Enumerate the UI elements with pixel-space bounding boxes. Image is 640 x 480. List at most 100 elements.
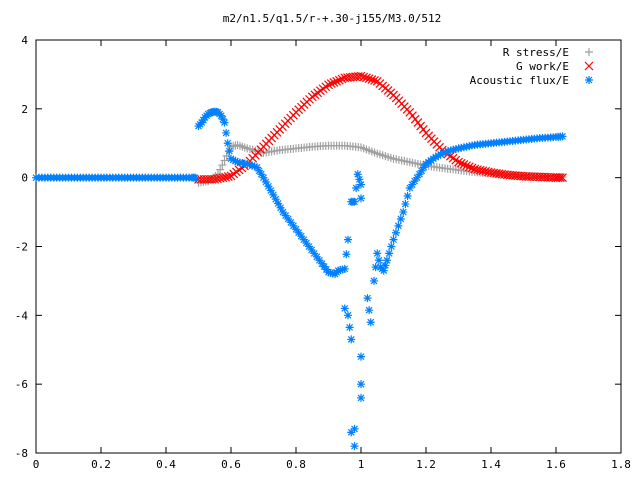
data-point	[243, 159, 252, 168]
data-point	[553, 173, 563, 183]
x-tick-label: 1.4	[481, 458, 501, 471]
data-point	[326, 79, 336, 89]
data-point	[357, 352, 365, 361]
data-point	[357, 380, 365, 389]
data-point	[434, 151, 443, 160]
data-point	[231, 157, 240, 166]
data-point	[197, 118, 206, 127]
data-point	[394, 221, 403, 230]
data-point	[363, 294, 372, 303]
data-point	[255, 166, 264, 175]
data-point	[245, 160, 254, 169]
data-point	[391, 228, 400, 237]
data-point	[367, 75, 377, 85]
data-point	[408, 180, 417, 189]
data-point	[312, 252, 321, 261]
data-point	[347, 335, 356, 344]
data-point	[401, 200, 410, 209]
data-point	[223, 172, 233, 181]
x-tick-label: 1.2	[416, 458, 436, 471]
data-point	[274, 199, 283, 208]
data-point	[365, 306, 374, 315]
x-tick-label: 1.6	[546, 458, 566, 471]
legend-label: G work/E	[516, 60, 569, 73]
data-point	[307, 245, 316, 254]
data-point	[431, 153, 440, 162]
data-point	[383, 256, 391, 265]
data-point	[350, 442, 359, 451]
data-point	[337, 74, 347, 84]
data-point	[269, 190, 278, 199]
data-point	[473, 165, 482, 175]
data-point	[449, 145, 458, 154]
data-point	[279, 208, 287, 217]
y-tick-label: -8	[15, 447, 28, 460]
y-tick-label: 0	[21, 172, 28, 185]
data-point	[403, 192, 412, 201]
data-point	[199, 116, 208, 125]
data-point	[286, 218, 295, 227]
axis-ticks: 0 0.2 0.4 0.6 0.8 1 1.2 1.4 1.6 1.8 4 2 0 -2 -4 -6 -8	[15, 34, 631, 471]
y-tick-label: 2	[21, 103, 28, 116]
data-point	[350, 424, 359, 433]
data-point	[220, 156, 229, 165]
data-point	[281, 211, 290, 220]
data-point	[456, 158, 466, 168]
data-point	[374, 256, 383, 265]
plot-frame	[35, 39, 622, 454]
data-point	[389, 235, 398, 244]
data-point	[223, 139, 232, 148]
data-point	[253, 163, 261, 172]
x-tick-label: 1.8	[611, 458, 631, 471]
data-point	[444, 147, 453, 156]
data-point	[454, 157, 463, 167]
data-point	[217, 111, 226, 120]
data-point	[332, 76, 342, 86]
data-point	[381, 261, 390, 270]
data-point	[475, 165, 485, 175]
data-point	[340, 264, 349, 273]
data-point	[344, 235, 352, 244]
data-point	[266, 186, 275, 195]
data-marks	[32, 71, 567, 451]
data-point	[379, 266, 388, 275]
data-point	[218, 161, 227, 170]
data-point	[478, 166, 488, 176]
data-point	[213, 174, 222, 184]
data-point	[350, 197, 359, 206]
series-2	[32, 107, 567, 451]
data-point	[439, 149, 448, 158]
data-point	[218, 115, 227, 124]
data-point	[264, 182, 273, 191]
data-point	[446, 146, 455, 155]
data-point	[370, 276, 378, 285]
data-point	[370, 76, 379, 85]
data-point	[385, 249, 394, 258]
y-tick-label: -6	[15, 378, 28, 391]
data-point	[334, 75, 344, 85]
x-tick-label: 0	[33, 458, 40, 471]
data-point	[302, 239, 311, 248]
data-point	[305, 242, 313, 251]
x-tick-label: 0.4	[156, 458, 176, 471]
data-point	[221, 172, 231, 182]
data-point	[415, 170, 424, 179]
data-point	[210, 174, 220, 184]
data-point	[405, 183, 414, 192]
data-point	[324, 80, 333, 90]
data-point	[284, 214, 293, 223]
data-point	[261, 177, 270, 186]
data-point	[396, 214, 405, 223]
data-point	[436, 150, 445, 159]
data-point	[352, 183, 361, 192]
data-point	[222, 128, 231, 137]
data-point	[299, 235, 308, 244]
data-point	[364, 74, 374, 84]
data-point	[410, 177, 419, 186]
data-point	[259, 173, 268, 182]
data-point	[191, 173, 200, 182]
data-point	[558, 132, 567, 141]
legend-marker	[585, 48, 593, 56]
